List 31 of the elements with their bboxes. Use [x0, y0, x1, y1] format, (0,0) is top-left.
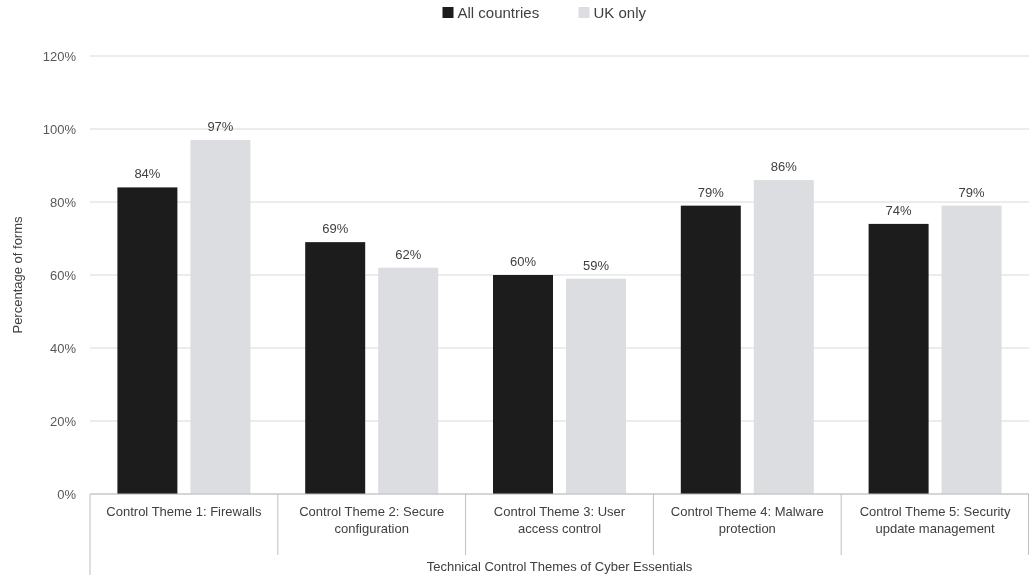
legend-label: All countries [457, 4, 540, 21]
data-label: 97% [207, 118, 234, 134]
data-label: 79% [697, 184, 725, 200]
data-label: 69% [322, 221, 349, 237]
bar [493, 275, 553, 494]
y-tick-label: 20% [49, 413, 77, 429]
bar [680, 205, 741, 494]
data-label: 86% [770, 159, 798, 175]
x-tick-label: Control Theme 3: User access control [493, 504, 626, 536]
y-tick-label: 40% [49, 340, 77, 356]
data-label: 84% [134, 166, 161, 182]
x-tick-label: Control Theme 2: Secure configuration [299, 504, 445, 536]
x-tick-label: Control Theme 1: Firewalls [106, 504, 262, 519]
bar [305, 242, 366, 494]
y-tick-label: 0% [57, 486, 77, 502]
x-tick-label: Control Theme 5: Security update management [859, 504, 1011, 536]
x-tick-label: Control Theme 4: Malware protection [670, 504, 824, 536]
data-label: 59% [582, 257, 610, 273]
data-label: 74% [885, 202, 913, 218]
y-axis-title: Percentage of forms [10, 215, 25, 334]
y-tick-label: 80% [49, 194, 77, 210]
y-tick-label: 60% [49, 267, 77, 283]
data-label: 62% [395, 246, 422, 262]
data-label: 60% [509, 254, 537, 269]
y-tick-label: 100% [42, 121, 77, 137]
bar [117, 187, 178, 494]
data-label: 79% [958, 184, 986, 200]
x-axis-title: Technical Control Themes of Cyber Essentials [426, 559, 693, 574]
bar [868, 223, 929, 494]
y-tick-label: 120% [42, 48, 77, 64]
legend-label: UK only [593, 4, 647, 21]
